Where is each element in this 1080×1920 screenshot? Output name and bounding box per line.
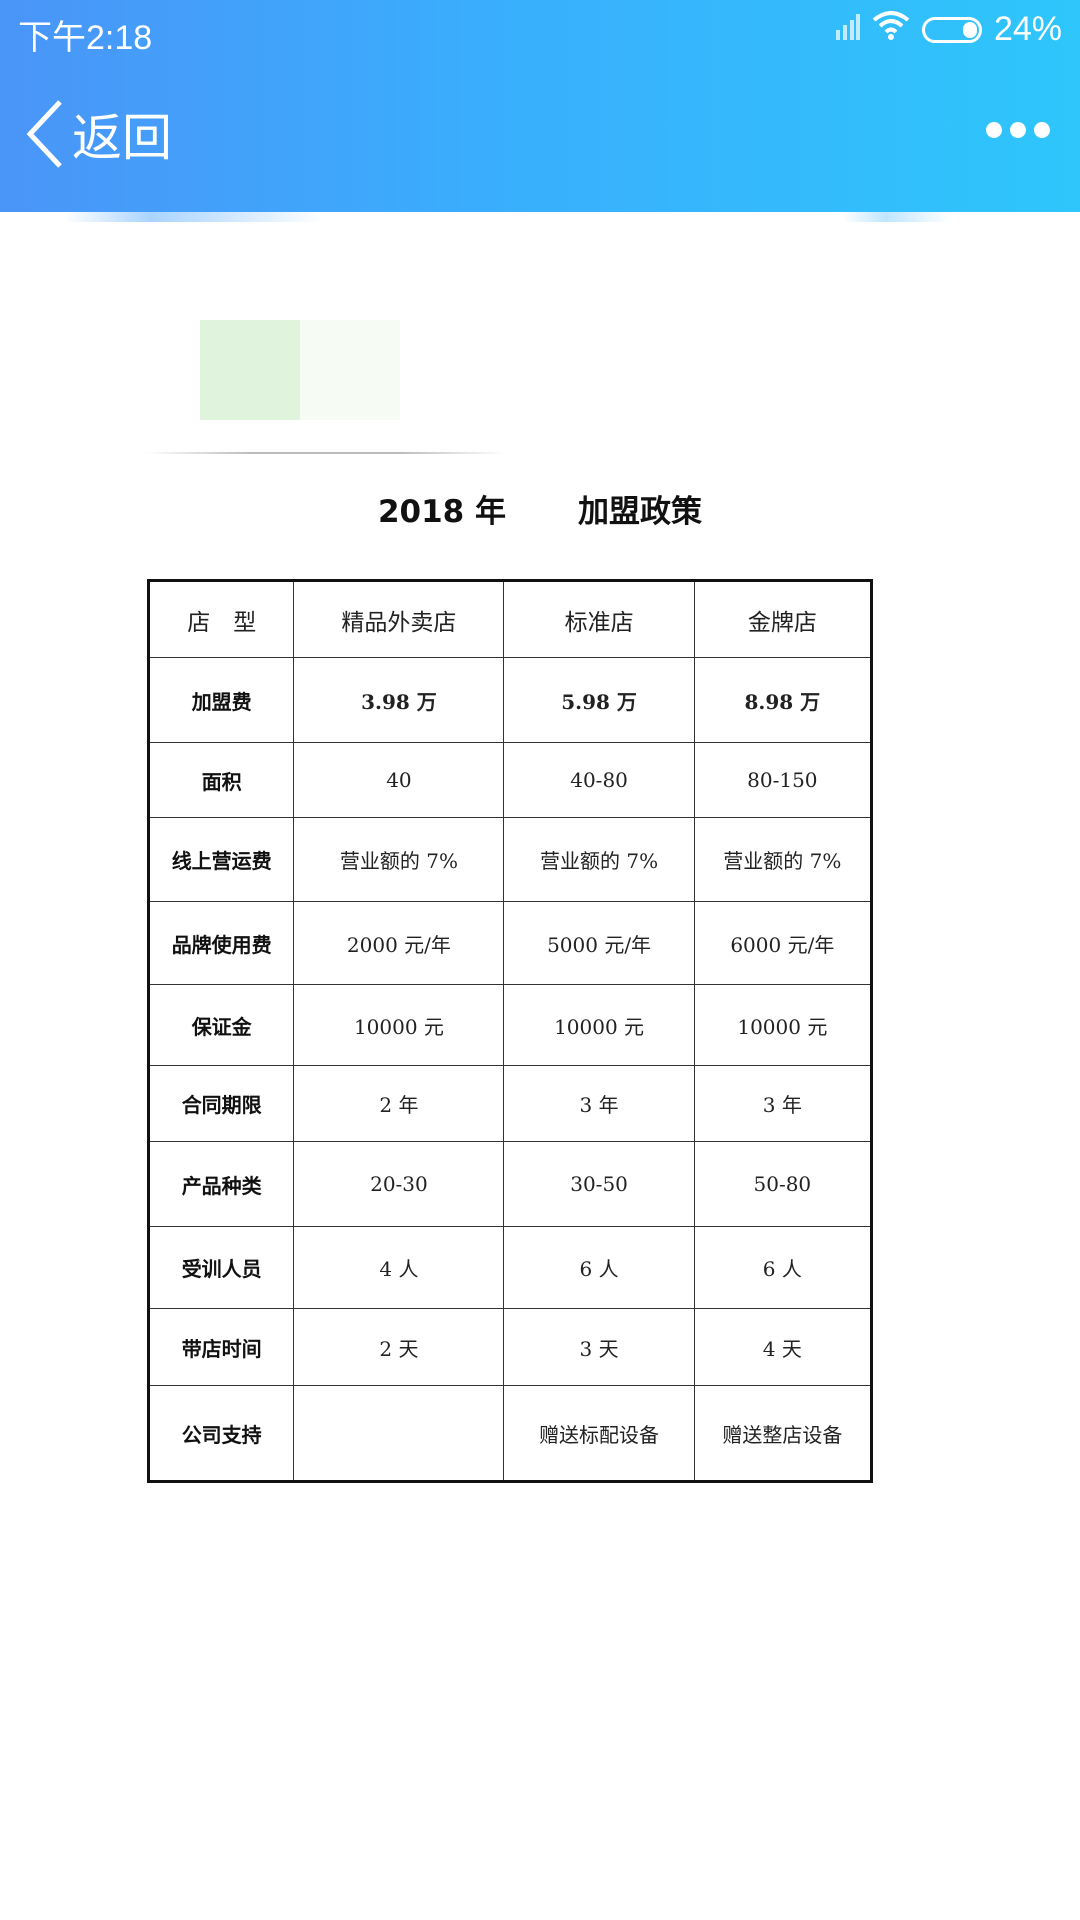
table-cell: 赠送标配设备 xyxy=(503,1385,695,1482)
table-cell: 2000 元/年 xyxy=(293,901,505,985)
back-button[interactable]: 返回 xyxy=(22,98,172,170)
divider xyxy=(145,452,505,454)
table-cell: 营业额的 7% xyxy=(693,817,873,902)
row-label: 线上营运费 xyxy=(147,817,295,902)
app-header: 下午2:18 24% 返回 xyxy=(0,0,1080,220)
table-row: 线上营运费 营业额的 7% 营业额的 7% 营业额的 7% xyxy=(147,817,873,902)
table-cell: 4 人 xyxy=(293,1226,505,1309)
table-cell: 10000 元 xyxy=(503,984,695,1066)
chevron-left-icon xyxy=(26,100,62,168)
table-cell: 营业额的 7% xyxy=(503,817,695,902)
table-cell: 3 天 xyxy=(503,1308,695,1386)
table-row: 面积 40 40-80 80-150 xyxy=(147,742,873,818)
table-cell: 3 年 xyxy=(693,1065,873,1142)
table-cell: 5.98 万 xyxy=(503,657,695,743)
table-row: 产品种类 20-30 30-50 50-80 xyxy=(147,1141,873,1227)
table-cell: 营业额的 7% xyxy=(293,817,505,902)
table-cell: 4 天 xyxy=(693,1308,873,1386)
table-cell: 30-50 xyxy=(503,1141,695,1227)
table-row: 保证金 10000 元 10000 元 10000 元 xyxy=(147,984,873,1066)
table-cell: 40-80 xyxy=(503,742,695,818)
row-label: 加盟费 xyxy=(147,657,295,743)
table-cell: 2 天 xyxy=(293,1308,505,1386)
back-label: 返回 xyxy=(72,109,172,167)
table-row: 加盟费 3.98 万 5.98 万 8.98 万 xyxy=(147,657,873,743)
header-cell: 店 型 xyxy=(147,580,295,658)
dot-icon xyxy=(986,122,1002,138)
header-shadow xyxy=(0,212,1080,222)
battery-icon xyxy=(921,16,982,43)
battery-percent: 24% xyxy=(993,10,1062,48)
table-row: 品牌使用费 2000 元/年 5000 元/年 6000 元/年 xyxy=(147,901,873,985)
table-cell: 10000 元 xyxy=(693,984,873,1066)
table-cell: 8.98 万 xyxy=(693,657,873,743)
row-label: 面积 xyxy=(147,742,295,818)
logo-image-faded xyxy=(300,320,400,420)
table-cell: 80-150 xyxy=(693,742,873,818)
table-cell: 3 年 xyxy=(503,1065,695,1142)
table-header-row: 店 型 精品外卖店 标准店 金牌店 xyxy=(147,580,873,658)
row-label: 保证金 xyxy=(147,984,295,1066)
row-label: 带店时间 xyxy=(147,1308,295,1386)
header-cell: 标准店 xyxy=(503,580,695,658)
table-row: 公司支持 赠送标配设备 赠送整店设备 xyxy=(147,1385,873,1482)
table-cell: 50-80 xyxy=(693,1141,873,1227)
table-cell: 赠送整店设备 xyxy=(693,1385,873,1482)
logo-image xyxy=(200,320,300,420)
row-label: 受训人员 xyxy=(147,1226,295,1309)
header-cell: 金牌店 xyxy=(693,580,873,658)
row-label: 产品种类 xyxy=(147,1141,295,1227)
status-time: 下午2:18 xyxy=(18,19,153,57)
row-label: 合同期限 xyxy=(147,1065,295,1142)
table-cell: 3.98 万 xyxy=(293,657,505,743)
wifi-icon xyxy=(872,10,910,49)
table-cell: 40 xyxy=(293,742,505,818)
table-cell: 6 人 xyxy=(693,1226,873,1309)
header-cell: 精品外卖店 xyxy=(293,580,505,658)
table-cell: 2 年 xyxy=(293,1065,505,1142)
dot-icon xyxy=(1010,122,1026,138)
signal-icon xyxy=(834,10,860,49)
title-text: 加盟政策 xyxy=(578,494,703,530)
row-label: 公司支持 xyxy=(147,1385,295,1482)
dot-icon xyxy=(1034,122,1050,138)
more-options-button[interactable] xyxy=(986,122,1050,138)
table-cell: 5000 元/年 xyxy=(503,901,695,985)
status-icons: 24% xyxy=(834,10,1062,49)
table-cell: 6 人 xyxy=(503,1226,695,1309)
franchise-policy-table: 店 型 精品外卖店 标准店 金牌店 加盟费 3.98 万 5.98 万 8.98 万面… xyxy=(147,579,873,1483)
title-year: 2018 年 xyxy=(377,494,507,530)
table-cell: 6000 元/年 xyxy=(693,901,873,985)
table-cell: 10000 元 xyxy=(293,984,505,1066)
table-cell xyxy=(293,1385,505,1482)
row-label: 品牌使用费 xyxy=(147,901,295,985)
table-cell: 20-30 xyxy=(293,1141,505,1227)
document-title: 2018 年 加盟政策 xyxy=(0,486,1080,531)
